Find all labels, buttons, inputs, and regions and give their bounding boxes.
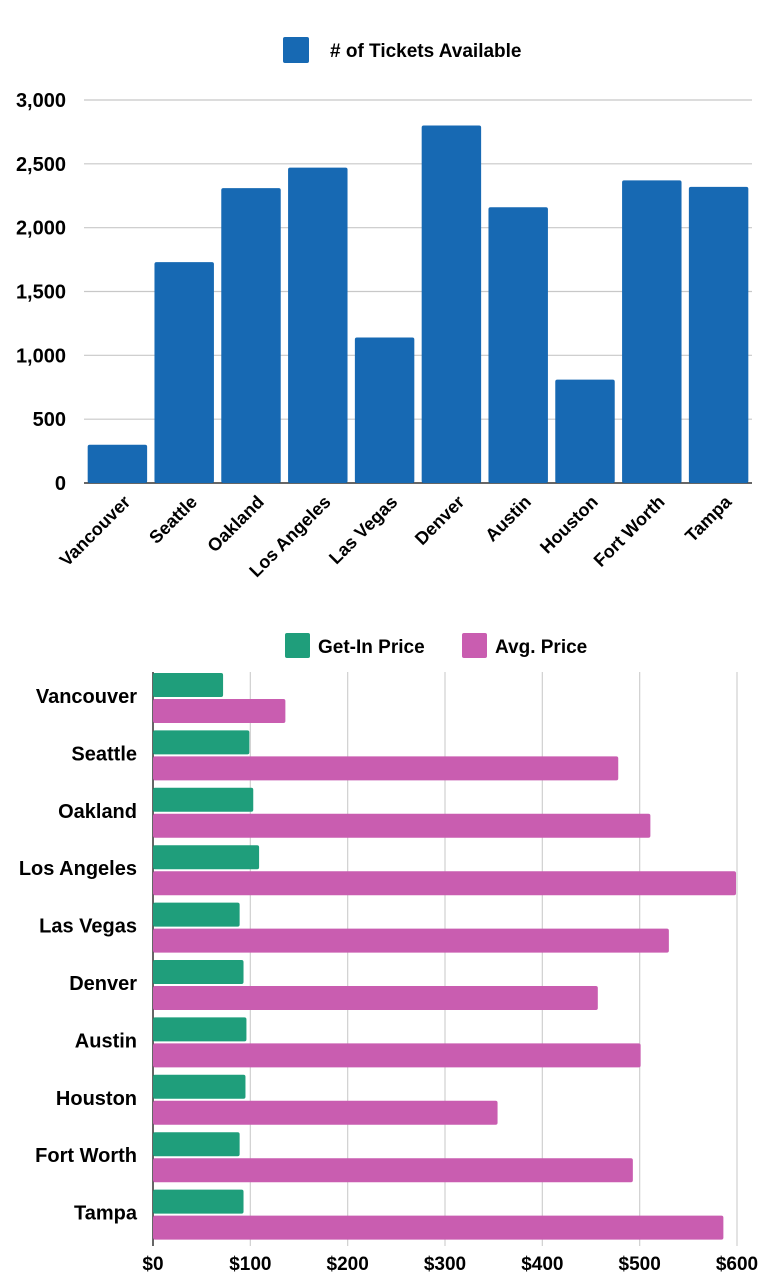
y-tick-label: 3,000 <box>16 90 66 112</box>
y-tick-label: Austin <box>75 1030 137 1052</box>
y-tick-label: 2,000 <box>16 218 66 240</box>
bar-avg-denver <box>153 986 598 1010</box>
bar-tickets-oakland <box>221 188 281 483</box>
y-tick-label: 1,500 <box>16 282 66 304</box>
bar-avg-tampa <box>153 1215 724 1240</box>
bar-get-in-denver <box>153 960 244 984</box>
bar-tickets-las-vegas <box>354 337 415 483</box>
legend: Get-In Price Avg. Price <box>285 633 587 658</box>
bar-tickets-los-angeles <box>288 167 348 483</box>
x-tick-label: $0 <box>142 1254 163 1275</box>
y-tick-label: 2,500 <box>16 154 66 176</box>
bar-get-in-vancouver <box>153 673 224 697</box>
x-tick-label: Tampa <box>681 491 736 546</box>
y-tick-label: 0 <box>55 473 66 495</box>
bar-tickets-fort-worth <box>622 180 682 483</box>
bar-avg-oakland <box>153 813 651 838</box>
x-tick-label: $500 <box>619 1254 661 1275</box>
tickets-bar-chart: # of Tickets Available 0 500 1,000 1,500 2,00… <box>16 37 752 581</box>
bar-avg-los-angeles <box>153 871 737 896</box>
bar-avg-fort-worth <box>153 1158 633 1183</box>
x-tick-label: $600 <box>716 1254 758 1275</box>
legend-swatch-avg <box>462 633 487 658</box>
bar-tickets-tampa <box>688 186 749 483</box>
bar-get-in-las-vegas <box>153 902 240 927</box>
x-tick-label: $100 <box>229 1254 271 1275</box>
legend-label-avg: Avg. Price <box>495 637 587 658</box>
bar-avg-seattle <box>153 756 619 781</box>
y-tick-label: Oakland <box>58 801 137 823</box>
bar-tickets-seattle <box>154 262 214 483</box>
legend-label-tickets: # of Tickets Available <box>330 41 522 62</box>
bar-avg-austin <box>153 1043 641 1068</box>
x-tick-label: Houston <box>536 492 602 558</box>
bar-avg-las-vegas <box>153 928 669 953</box>
legend-swatch-tickets <box>283 37 309 63</box>
legend-swatch-get-in <box>285 633 310 658</box>
legend-label-get-in: Get-In Price <box>318 637 425 658</box>
bar-avg-vancouver <box>153 699 286 723</box>
bar-get-in-oakland <box>153 787 254 812</box>
y-tick-label: Vancouver <box>36 686 137 708</box>
x-tick-label: Austin <box>481 492 535 546</box>
x-tick-label: Denver <box>411 492 468 549</box>
y-tick-label: Seattle <box>71 743 137 765</box>
bar-get-in-houston <box>153 1074 246 1099</box>
x-tick-label: Vancouver <box>56 492 135 571</box>
x-tick-label: $200 <box>327 1254 369 1275</box>
x-tick-label: Seattle <box>145 492 201 548</box>
bar-avg-houston <box>153 1100 498 1125</box>
y-tick-label: Houston <box>56 1088 137 1110</box>
y-tick-label: Denver <box>69 973 137 995</box>
y-tick-label: Las Vegas <box>39 916 137 938</box>
x-tick-label: $300 <box>424 1254 466 1275</box>
bar-get-in-seattle <box>153 730 250 755</box>
bar-get-in-los-angeles <box>153 845 260 870</box>
x-tick-label: Oakland <box>203 492 267 556</box>
bar-tickets-houston <box>555 379 615 483</box>
x-tick-label: Fort Worth <box>590 492 669 571</box>
bar-tickets-austin <box>488 207 548 484</box>
bar-tickets-vancouver <box>87 444 148 483</box>
y-tick-label: Los Angeles <box>19 858 137 880</box>
bar-tickets-denver <box>421 125 482 484</box>
bar-get-in-fort-worth <box>153 1132 240 1157</box>
legend: # of Tickets Available <box>283 37 522 63</box>
y-tick-label: 1,000 <box>16 345 66 367</box>
y-tick-label: Tampa <box>74 1203 138 1225</box>
bar-get-in-austin <box>153 1017 247 1042</box>
bar-get-in-tampa <box>153 1189 244 1214</box>
y-tick-label: 500 <box>33 409 66 431</box>
x-tick-label: Las Vegas <box>325 492 401 568</box>
x-tick-label: $400 <box>521 1254 563 1275</box>
y-tick-label: Fort Worth <box>35 1145 137 1167</box>
price-bar-chart: Get-In Price Avg. Price $0 $100 $200 $300 $400… <box>19 633 758 1275</box>
